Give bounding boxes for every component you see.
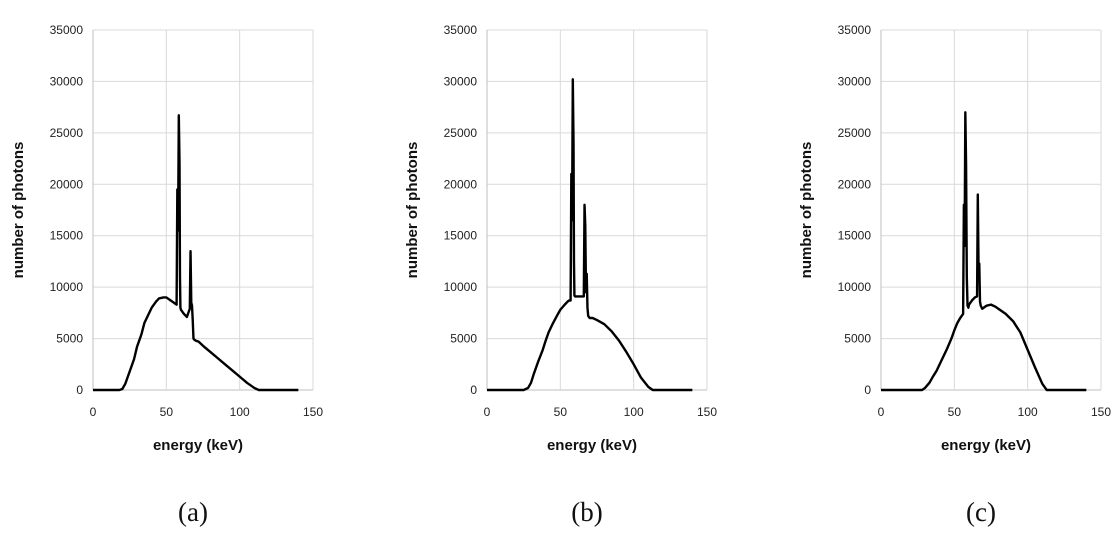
series-line [93,114,299,392]
panel-caption: (c) [966,497,996,527]
x-axis-title: energy (keV) [941,437,1031,454]
y-tick-label: 25000 [444,126,478,140]
x-axis-title: energy (keV) [153,437,243,454]
y-axis-title: number of photons [798,142,815,279]
x-tick-label: 0 [484,405,491,419]
x-axis-title: energy (keV) [547,437,637,454]
y-tick-label: 15000 [838,229,872,243]
y-tick-label: 5000 [56,332,83,346]
x-tick-label: 150 [697,405,717,419]
y-tick-label: 0 [470,383,477,397]
panel-caption: (b) [571,497,602,527]
y-tick-label: 25000 [838,126,872,140]
y-tick-label: 10000 [50,280,84,294]
y-tick-label: 15000 [444,229,478,243]
y-tick-label: 30000 [838,74,872,88]
y-tick-label: 20000 [444,177,478,191]
y-tick-label: 5000 [844,332,871,346]
y-tick-label: 20000 [838,177,872,191]
series-line [881,111,1087,392]
x-tick-label: 0 [878,405,885,419]
y-tick-label: 35000 [444,23,478,37]
x-tick-label: 100 [1018,405,1038,419]
y-tick-label: 0 [76,383,83,397]
y-tick-label: 35000 [50,23,84,37]
x-tick-label: 50 [554,405,568,419]
y-tick-label: 5000 [450,332,477,346]
y-tick-label: 20000 [50,177,84,191]
y-tick-label: 35000 [838,23,872,37]
y-tick-label: 30000 [50,74,84,88]
x-tick-label: 100 [624,405,644,419]
x-tick-label: 150 [303,405,323,419]
y-tick-label: 10000 [838,280,872,294]
x-tick-label: 100 [230,405,250,419]
y-tick-label: 0 [864,383,871,397]
series-line [487,78,693,392]
x-tick-label: 50 [948,405,962,419]
y-tick-label: 15000 [50,229,84,243]
y-axis-title: number of photons [10,142,27,279]
y-axis-title: number of photons [404,142,421,279]
x-tick-label: 150 [1091,405,1111,419]
chart-panel-a: 0 5000 10000 15000 20000 25000 30000 35000 0 50 10… [10,23,323,527]
y-tick-label: 10000 [444,280,478,294]
chart-panel-c: 0 5000 10000 15000 20000 25000 30000 35000 0 50 10… [798,23,1111,527]
y-tick-label: 30000 [444,74,478,88]
chart-panel-b: 0 5000 10000 15000 20000 25000 30000 35000 0 50 10… [404,23,717,527]
x-tick-label: 0 [90,405,97,419]
x-tick-label: 50 [160,405,174,419]
panel-caption: (a) [178,497,208,527]
y-tick-label: 25000 [50,126,84,140]
